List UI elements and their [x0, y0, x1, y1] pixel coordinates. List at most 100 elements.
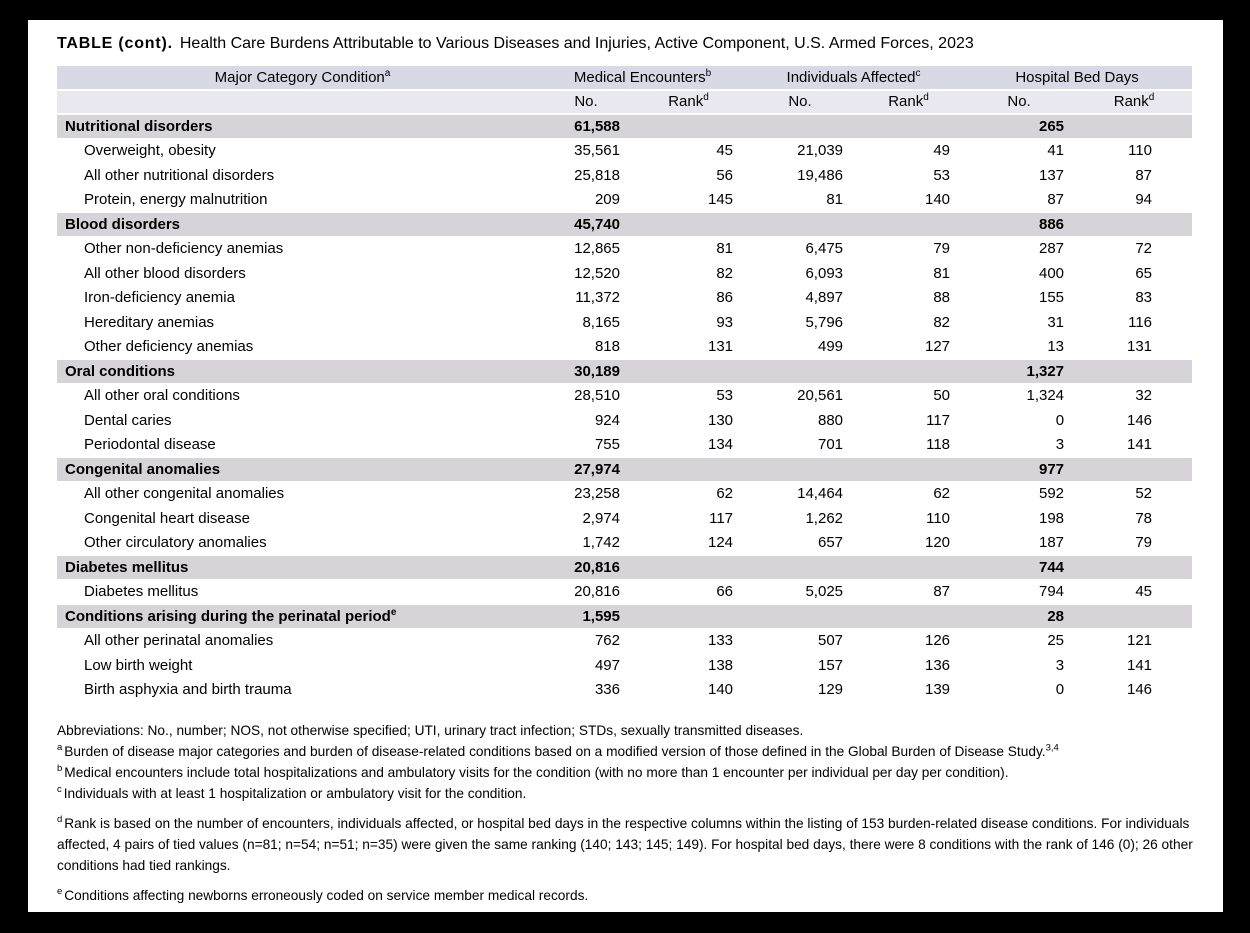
value-cell: 592	[1039, 485, 1065, 503]
value-cell: 977	[962, 458, 1077, 481]
value-cell: 81	[716, 240, 734, 258]
value-cell: 139	[925, 681, 951, 699]
value-cell: 23,258	[574, 485, 620, 503]
value-cell: 93	[716, 313, 734, 331]
value-cell: 31	[1047, 313, 1065, 331]
condition-name: Iron-deficiency anemia	[84, 289, 235, 307]
value-cell: 35,561	[574, 142, 620, 160]
subheader-empty	[57, 90, 540, 113]
value-cell	[1076, 115, 1193, 138]
column-header-condition: Major Category Conditiona	[57, 66, 540, 89]
condition-row: All other oral conditions 28,510 53 20,561 5…	[57, 385, 1192, 408]
value-cell: 744	[962, 556, 1077, 579]
footnote-marker: e	[390, 606, 397, 618]
value-cell: 140	[707, 681, 734, 699]
footnote: e Conditions affecting newborns erroneous…	[57, 886, 589, 903]
footnote-marker: d	[57, 814, 63, 826]
condition-name: All other blood disorders	[84, 264, 246, 282]
category-name: Diabetes mellitus	[57, 556, 540, 579]
value-cell: 21,039	[797, 142, 844, 160]
condition-name: Low birth weight	[84, 656, 193, 674]
value-cell: 657	[817, 534, 844, 552]
value-cell: 131	[707, 338, 734, 356]
footnote-marker: d	[1148, 92, 1155, 104]
category-row: Conditions arising during the perinatal …	[57, 605, 1193, 628]
value-cell: 209	[594, 191, 620, 209]
footnote-marker: e	[57, 886, 63, 898]
value-cell: 12,520	[574, 264, 620, 282]
footnote-marker: c	[915, 67, 921, 79]
condition-row: Protein, energy malnutrition 209 145 81 140 8…	[57, 189, 1192, 212]
value-cell: 87	[1135, 166, 1153, 184]
value-cell: 157	[817, 656, 844, 674]
condition-row: Overweight, obesity 35,561 45 21,039 49 41 110	[57, 140, 1192, 163]
value-cell: 0	[1055, 681, 1065, 699]
footnote-marker: a	[57, 742, 63, 754]
table-title-label: TABLE (cont).	[57, 35, 173, 52]
value-cell: 146	[1127, 681, 1153, 699]
value-cell: 265	[962, 115, 1077, 138]
value-cell	[855, 360, 963, 383]
subheader-no-medical-encounters: No.	[540, 90, 632, 113]
footnote-marker: d	[923, 92, 929, 104]
value-cell: 507	[817, 632, 844, 650]
table-title-text: Health Care Burdens Attributable to Vari…	[179, 35, 974, 52]
category-row: Congenital anomalies 27,974 977	[57, 458, 1193, 481]
value-cell: 79	[933, 240, 951, 258]
value-cell	[632, 213, 746, 236]
value-cell: 61,588	[540, 115, 632, 138]
citation-marker: 3,4	[1045, 742, 1059, 754]
condition-name: All other congenital anomalies	[84, 485, 285, 503]
condition-name: All other oral conditions	[84, 387, 240, 405]
value-cell	[632, 605, 746, 628]
value-cell: 1,324	[1026, 387, 1065, 405]
value-cell: 49	[933, 142, 951, 160]
condition-row: Diabetes mellitus 20,816 66 5,025 87 794 45	[57, 581, 1192, 604]
category-row: Oral conditions 30,189 1,327	[57, 360, 1193, 383]
value-cell: 140	[925, 191, 951, 209]
value-cell: 3	[1055, 656, 1065, 674]
condition-row: Periodontal disease 755 134 701 118 3 141	[57, 434, 1192, 457]
condition-name: All other perinatal anomalies	[84, 632, 274, 650]
category-row: Blood disorders 45,740 886	[57, 213, 1193, 236]
condition-row: Hereditary anemias 8,165 93 5,796 82 31 116	[57, 311, 1192, 334]
condition-row: Other deficiency anemias 818 131 499 127 13 13…	[57, 336, 1192, 359]
value-cell: 1,327	[962, 360, 1077, 383]
value-cell: 11,372	[575, 289, 620, 307]
value-cell: 136	[925, 656, 951, 674]
condition-row: Other circulatory anomalies 1,742 124 657 12…	[57, 532, 1192, 555]
health-burden-table: Major Category Conditiona Medical Encoun…	[57, 64, 1193, 703]
footnotes: Abbreviations: No., number; NOS, not oth…	[57, 720, 1197, 906]
condition-row: Birth asphyxia and birth trauma 336 140 129…	[57, 679, 1192, 702]
value-cell: 141	[1127, 436, 1153, 454]
subheader-label: No.	[1007, 93, 1031, 111]
value-cell: 0	[1055, 411, 1065, 429]
value-cell: 53	[716, 387, 734, 405]
condition-name: Other deficiency anemias	[84, 338, 254, 356]
category-row: Nutritional disorders 61,588 265	[57, 115, 1193, 138]
footnote: Abbreviations: No., number; NOS, not oth…	[57, 723, 804, 738]
value-cell: 120	[925, 534, 951, 552]
value-cell: 50	[933, 387, 951, 405]
value-cell: 5,025	[805, 583, 844, 601]
subheader-rank-individuals-affected: Rankd	[855, 90, 963, 113]
value-cell: 6,093	[805, 264, 844, 282]
subheader-label: Rank	[668, 93, 704, 111]
value-cell: 1,262	[805, 509, 844, 527]
condition-name: Hereditary anemias	[84, 313, 215, 331]
value-cell: 53	[933, 166, 951, 184]
column-group-label: Medical Encounters	[573, 68, 706, 86]
column-group-individuals-affected: Individuals Affectedc	[745, 66, 963, 89]
value-cell: 86	[716, 289, 734, 307]
value-cell: 28	[962, 605, 1077, 628]
subheader-no-individuals-affected: No.	[745, 90, 856, 113]
value-cell: 81	[933, 264, 951, 282]
value-cell: 79	[1135, 534, 1153, 552]
value-cell: 83	[1135, 289, 1153, 307]
value-cell: 762	[594, 632, 620, 650]
value-cell: 400	[1039, 264, 1065, 282]
condition-row: All other nutritional disorders 25,818 56 1…	[57, 164, 1192, 187]
value-cell: 45	[716, 142, 734, 160]
value-cell: 794	[1039, 583, 1065, 601]
condition-row: All other perinatal anomalies 762 133 507 12…	[57, 630, 1192, 653]
